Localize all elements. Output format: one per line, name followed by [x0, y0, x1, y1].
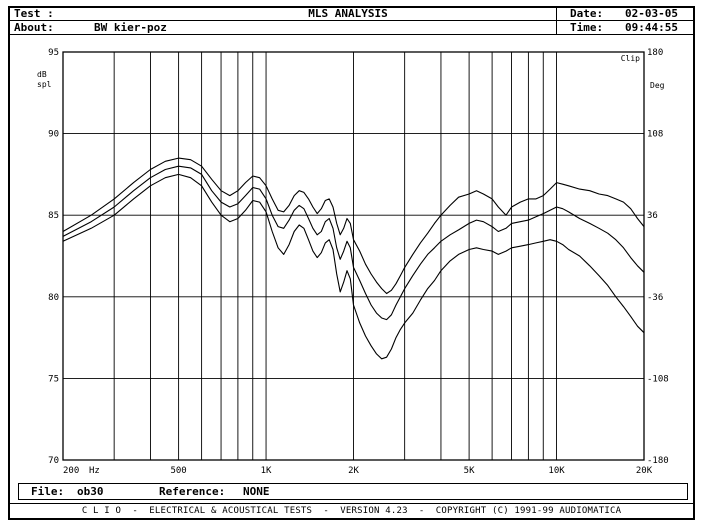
file-info-bar: File: ob30 Reference: NONE — [18, 483, 688, 500]
header-column-divider — [556, 6, 557, 35]
about-value: BW kier-poz — [94, 21, 167, 34]
time-label: Time: — [570, 21, 604, 34]
page-title: MLS ANALYSIS — [308, 7, 388, 20]
reference-label: Reference: — [159, 485, 226, 498]
window-frame — [8, 6, 695, 520]
header: Test : About: BW kier-poz MLS ANALYSIS D… — [8, 6, 695, 35]
footer-divider — [8, 503, 695, 504]
about-label: About: — [14, 21, 54, 34]
date-label: Date: — [570, 7, 604, 20]
header-divider — [8, 20, 695, 21]
date-value: 02-03-05 — [625, 7, 678, 20]
file-label: File: — [31, 485, 65, 498]
test-label: Test : — [14, 7, 54, 20]
file-value: ob30 — [77, 485, 104, 498]
credits-line: C L I O - ELECTRICAL & ACOUSTICAL TESTS … — [81, 506, 622, 516]
reference-value: NONE — [243, 485, 270, 498]
header-bottom-border — [8, 34, 695, 35]
time-value: 09:44:55 — [625, 21, 678, 34]
